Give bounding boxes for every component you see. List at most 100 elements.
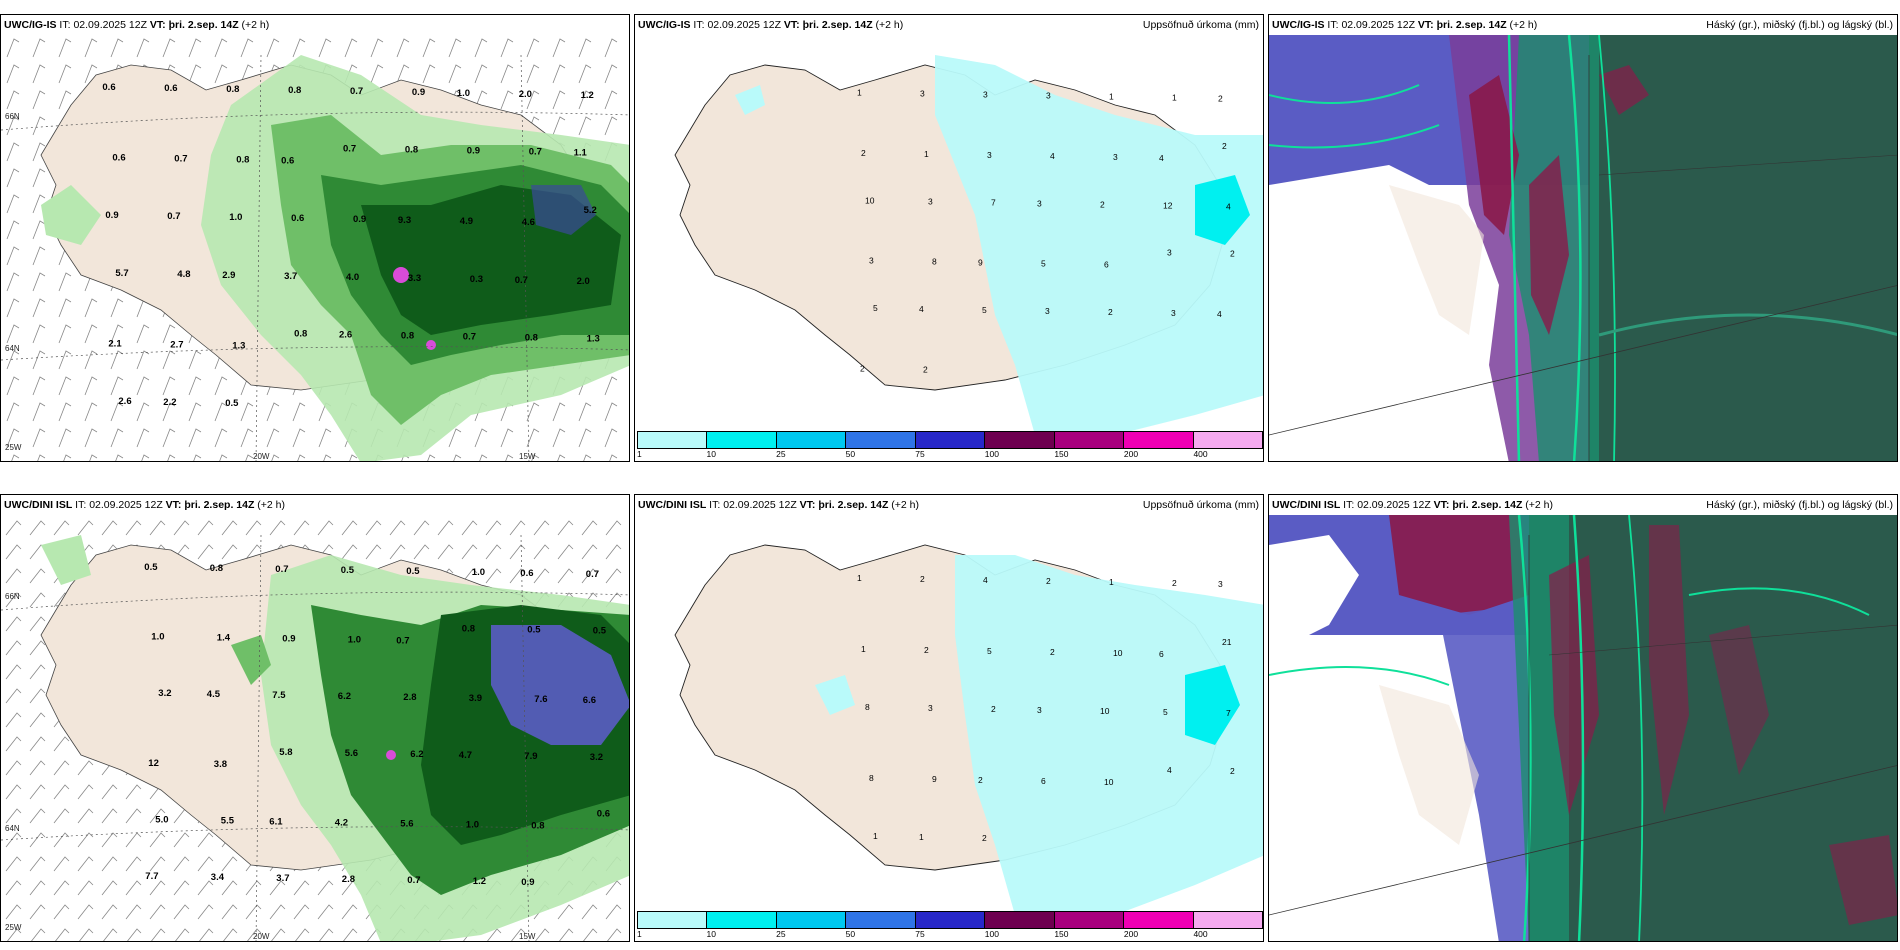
value-label: 10 [1113,648,1123,658]
scale-tick-label: 200 [1123,929,1139,939]
value-label: 0.5 [225,398,239,409]
value-label: 2 [1222,141,1227,151]
value-label: 2.6 [339,330,352,341]
value-label: 0.8 [294,329,307,340]
value-label: 3 [1037,705,1042,715]
value-label: 8 [865,702,870,712]
scale-tick-label: 150 [1054,449,1069,459]
value-label: 3 [928,196,933,206]
value-label: 0.9 [282,634,295,645]
value-label: 0.9 [521,877,534,888]
value-label: 2 [924,645,929,655]
value-label: 0.8 [531,821,544,832]
scale-swatch [915,912,986,928]
panel-header: UWC/IG-IS IT: 02.09.2025 12Z VT: þri. 2.… [4,19,270,31]
value-label: 2 [982,833,987,843]
value-label: 0.6 [291,213,304,224]
value-label: 2 [1046,576,1051,586]
value-label: 1.0 [229,212,242,223]
map-accum-precip[interactable]: 1 2 4 2 1 2 3 1 2 5 2 10 6 21 8 3 2 3 10 5 7 8 9 2 6 10 4 2 1 1 2 [635,515,1263,915]
value-label: 5 [987,646,992,656]
map-accum-precip[interactable]: 1 3 3 3 1 1 2 2 1 3 4 3 4 2 10 3 7 3 2 12 4 3 8 9 5 6 3 2 5 4 5 3 2 3 4 2 2 [635,35,1263,435]
value-label: 2.2 [163,397,176,408]
value-label: 1 [1109,577,1114,587]
value-label: 3 [1167,248,1172,258]
value-label: 0.9 [467,146,480,157]
value-label: 1.0 [151,632,164,643]
panel-dini-rain-wind: UWC/DINI ISL IT: 02.09.2025 12Z VT: þri.… [0,494,630,942]
panel-header: UWC/DINI ISL IT: 02.09.2025 12Z VT: þri.… [4,499,286,511]
value-label: 5.2 [584,205,597,216]
value-label: 2.6 [118,396,131,407]
value-label: 2.7 [170,340,183,351]
value-label: 2 [1100,199,1105,209]
value-label: 0.7 [275,564,288,575]
value-label: 2 [1050,647,1055,657]
value-label: 2 [1108,307,1113,317]
value-label: 5 [1041,259,1046,269]
map-clouds[interactable] [1269,515,1897,941]
panel-header: UWC/DINI ISL IT: 02.09.2025 12Z VT: þri.… [635,495,1263,515]
value-label: 2.0 [577,276,590,287]
value-label: 3 [920,89,925,99]
value-label: 0.6 [597,809,610,820]
value-label: 2 [860,363,865,373]
value-label: 8 [869,773,874,783]
value-label: 1 [873,831,878,841]
value-label: 0.6 [164,83,177,94]
value-label: 1.0 [457,88,470,99]
scale-swatch [846,432,916,448]
coord-15w: 15W [519,932,536,941]
scale-tick-label: 100 [984,449,999,459]
value-label: 1 [857,88,862,98]
value-label: 5.7 [115,268,128,279]
value-label: 4 [919,304,924,314]
value-label: 0.5 [593,626,607,637]
value-label: 0.8 [525,333,538,344]
value-label: 1.2 [581,90,594,101]
value-label: 21 [1222,637,1232,647]
value-label: 0.6 [102,82,115,93]
value-label: 3.7 [276,873,289,884]
value-label: 3.2 [158,688,171,699]
value-label: 3 [1113,152,1118,162]
coord-66n: 66N [5,112,20,121]
value-label: 4.7 [459,750,472,761]
value-label: 4.6 [522,217,535,228]
map-precip-wind[interactable]: 66N 64N 25W 20W 15W 0.6 0.6 0.8 0.8 0.7 0.9 1.… [1,35,629,461]
precip-value-labels: 0.5 0.8 0.7 0.5 0.5 1.0 0.6 0.7 1.0 1.4 0.9 1.0 0.7 0… [144,562,610,888]
coord-20w: 20W [253,452,270,461]
value-label: 0.7 [174,154,187,165]
scale-swatch [638,912,708,928]
panel-title: Háský (gr.), miðský (fj.bl.) og lágský (… [1706,499,1893,511]
value-label: 1.4 [217,633,231,644]
value-label: 4.2 [335,818,348,829]
value-label: 3.7 [284,271,297,282]
scale-tick-label: 1 [637,449,642,459]
value-label: 7.6 [534,694,547,705]
scale-swatch [776,432,847,448]
value-label: 7.5 [272,690,286,701]
value-label: 0.6 [520,568,533,579]
value-label: 0.9 [353,214,366,225]
map-clouds[interactable] [1269,35,1897,461]
value-label: 0.8 [401,331,414,342]
value-label: 5.8 [279,747,292,758]
map-precip-wind[interactable]: 66N 64N 25W 20W 15W 0.5 0.8 0.7 0.5 0.5 1.0 0.… [1,515,629,941]
value-label: 8 [932,257,937,267]
value-label: 5.5 [221,816,235,827]
value-label: 0.5 [406,566,420,577]
value-label: 2 [1230,766,1235,776]
panel-header: UWC/IG-IS IT: 02.09.2025 12Z VT: þri. 2.… [635,15,1263,35]
coord-25w: 25W [5,923,22,932]
value-label: 4.8 [177,269,190,280]
panel-header: UWC/DINI ISL IT: 02.09.2025 12Z VT: þri.… [1269,495,1897,515]
value-label: 2 [1218,94,1223,104]
value-label: 2.8 [342,874,355,885]
value-label: 1 [1172,93,1177,103]
value-label: 2.8 [403,692,416,703]
value-label: 6 [1041,776,1046,786]
coord-20w: 20W [253,932,270,941]
value-label: 12 [148,758,159,769]
